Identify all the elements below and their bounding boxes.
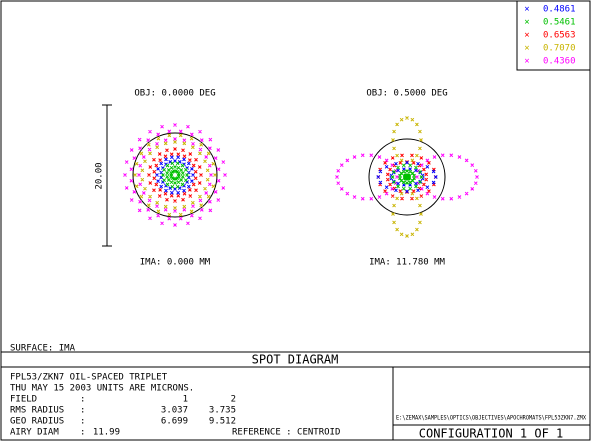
info-cell: 2 [231, 395, 236, 405]
legend-marker: × [524, 57, 529, 67]
legend-box [516, 0, 591, 71]
info-cell: 9.512 [209, 417, 236, 427]
legend-marker: × [524, 31, 529, 41]
airy-circle [368, 138, 446, 216]
spot-cluster [161, 161, 189, 189]
spot-cluster [335, 153, 479, 201]
info-cell: 3.735 [209, 406, 236, 416]
info-cell: 1 [183, 395, 188, 405]
spot-cluster [147, 147, 203, 203]
configuration: CONFIGURATION 1 OF 1 [419, 427, 564, 441]
legend-marker: × [524, 18, 529, 28]
info-cell: FIELD [10, 395, 37, 405]
info-sep: : [80, 428, 85, 438]
info-cell: : [80, 417, 85, 427]
info-cell: : [80, 406, 85, 416]
info-value: 11.99 [93, 428, 120, 438]
legend-label: 0.4360 [543, 57, 576, 67]
reference: REFERENCE : CENTROID [232, 428, 340, 438]
surface-label: SURFACE: IMA [10, 344, 76, 354]
file-path: E:\ZEMAX\SAMPLES\OPTICS\OBJECTIVES\APOCH… [396, 415, 586, 422]
info-line: FPL53/ZKN7 OIL-SPACED TRIPLET [10, 373, 168, 383]
image-label: IMA: 0.000 MM [140, 258, 211, 268]
spot-cluster [133, 133, 217, 217]
field-label: OBJ: 0.0000 DEG [134, 89, 215, 99]
scale-label: 20.00 [95, 162, 105, 189]
spot-cluster [123, 123, 227, 227]
legend-label: 0.4861 [543, 5, 576, 15]
info-line: THU MAY 15 2003 UNITS ARE MICRONS. [10, 384, 194, 394]
spot-cluster [391, 116, 423, 238]
airy-circle [132, 132, 218, 218]
legend-label: 0.5461 [543, 18, 576, 28]
diagram-title: SPOT DIAGRAM [252, 353, 339, 367]
info-cell: 6.699 [161, 417, 188, 427]
field-label: OBJ: 0.5000 DEG [366, 89, 447, 99]
spot-cluster [376, 160, 438, 194]
legend-label: 0.6563 [543, 31, 576, 41]
info-cell: : [80, 395, 85, 405]
legend-marker: × [524, 5, 529, 15]
info-cell: RMS RADIUS [10, 406, 64, 416]
legend-label: 0.7070 [543, 44, 576, 54]
info-cell: GEO RADIUS [10, 417, 64, 427]
info-label: AIRY DIAM [10, 428, 59, 438]
image-label: IMA: 11.780 MM [369, 258, 445, 268]
info-cell: 3.037 [161, 406, 188, 416]
spot-cluster [390, 163, 424, 191]
legend-marker: × [524, 44, 529, 54]
